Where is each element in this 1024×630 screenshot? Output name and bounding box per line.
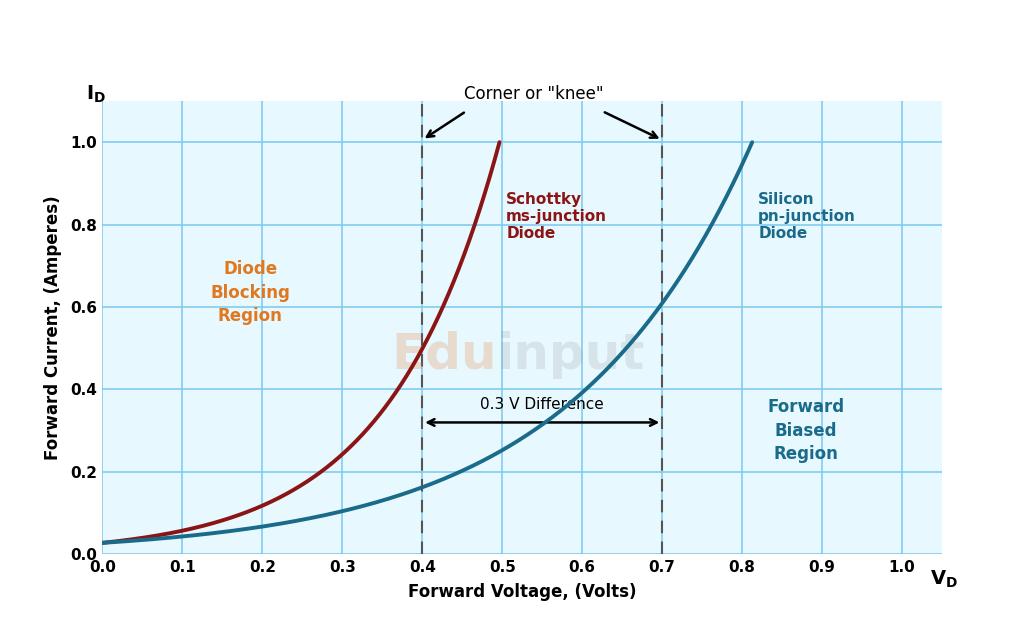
Text: Schottky
ms-junction
Diode: Schottky ms-junction Diode <box>506 192 607 241</box>
X-axis label: Forward Voltage, (Volts): Forward Voltage, (Volts) <box>408 583 637 601</box>
Text: $\mathbf{I_D}$: $\mathbf{I_D}$ <box>86 84 106 105</box>
Text: Corner or "knee": Corner or "knee" <box>465 85 604 103</box>
Text: Forward
Biased
Region: Forward Biased Region <box>768 398 845 463</box>
Text: $\mathbf{V_D}$: $\mathbf{V_D}$ <box>930 568 958 590</box>
Text: Silicon
pn-junction
Diode: Silicon pn-junction Diode <box>758 192 856 241</box>
Text: Edu: Edu <box>391 331 497 379</box>
Text: input: input <box>497 331 645 379</box>
Text: Diode
Blocking
Region: Diode Blocking Region <box>210 260 290 325</box>
Y-axis label: Forward Current, (Amperes): Forward Current, (Amperes) <box>43 195 61 460</box>
Text: 0.3 V Difference: 0.3 V Difference <box>480 397 604 412</box>
